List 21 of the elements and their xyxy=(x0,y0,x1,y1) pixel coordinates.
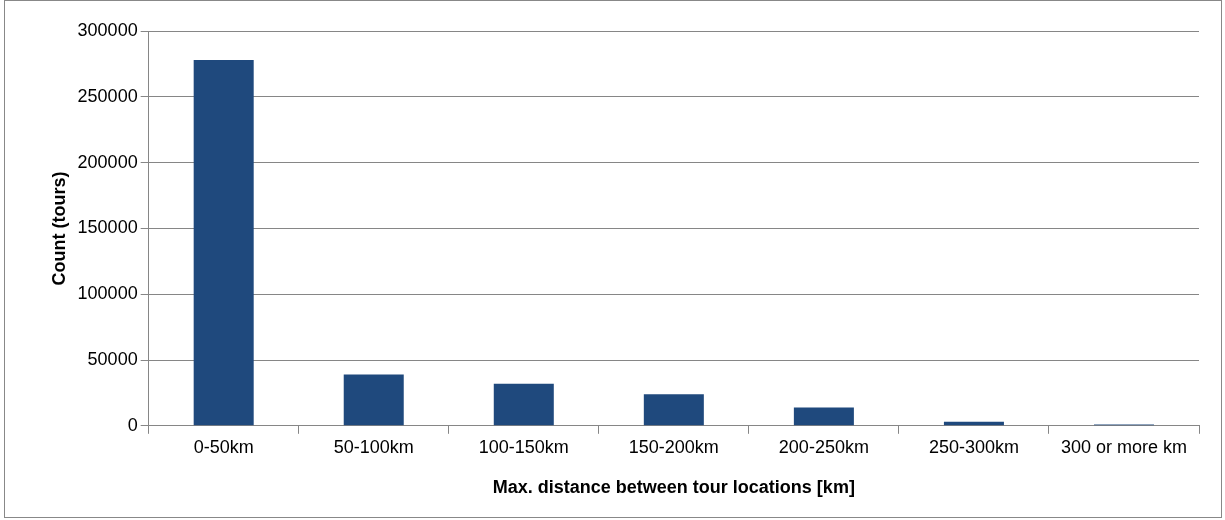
bar xyxy=(643,394,704,426)
y-tick-label: 150000 xyxy=(77,217,138,238)
bar xyxy=(193,59,254,426)
x-tick-label: 50-100km xyxy=(333,436,414,457)
y-tick-label: 250000 xyxy=(77,85,138,106)
y-tick-label: 100000 xyxy=(77,283,138,304)
x-tick-label: 100-150km xyxy=(478,436,569,457)
y-tick-label: 50000 xyxy=(87,348,138,369)
x-tick-label: 150-200km xyxy=(628,436,719,457)
bar xyxy=(493,383,554,426)
y-tick-label: 300000 xyxy=(77,19,138,40)
x-tick-label: 250-300km xyxy=(928,436,1019,457)
x-axis-title: Max. distance between tour locations [km] xyxy=(492,477,855,498)
y-tick-label: 0 xyxy=(127,414,138,435)
bar xyxy=(793,407,854,426)
x-tick-label: 0-50km xyxy=(193,436,254,457)
x-tick-label: 200-250km xyxy=(778,436,869,457)
bar xyxy=(343,374,404,426)
y-tick-label: 200000 xyxy=(77,151,138,172)
x-tick-label: 300 or more km xyxy=(1060,436,1187,457)
y-axis-title: Count (tours) xyxy=(48,171,69,286)
